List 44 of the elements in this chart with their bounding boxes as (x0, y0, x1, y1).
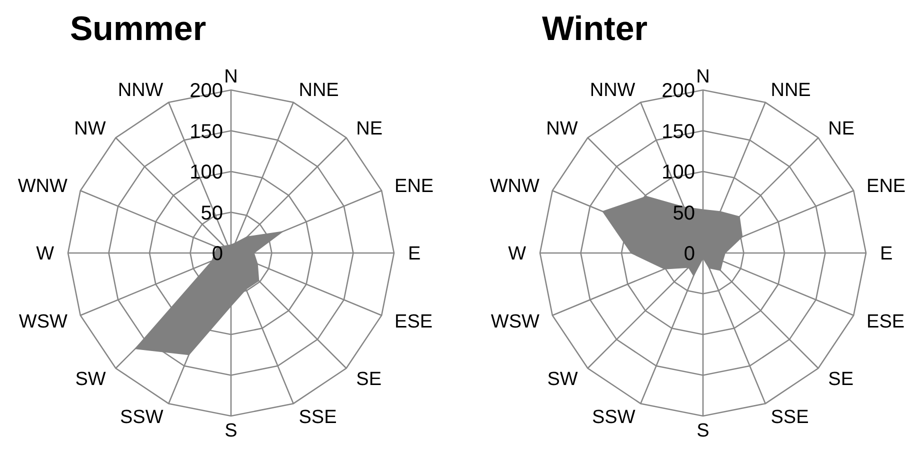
spoke-label: ESE (394, 311, 433, 332)
spoke-label: SW (75, 368, 106, 390)
spoke-label: SE (828, 368, 854, 390)
spoke-label: NNW (590, 80, 636, 102)
spoke-label: S (696, 420, 710, 442)
y-tick-label: 0 (212, 243, 223, 265)
y-tick-label: 200 (662, 80, 695, 102)
y-tick-label: 0 (684, 243, 695, 265)
spoke-label: NE (828, 118, 855, 140)
spoke-label: E (880, 244, 893, 265)
y-tick-label: 50 (672, 202, 695, 224)
spoke-label: SSE (770, 407, 809, 428)
spoke-label: N (696, 66, 710, 88)
spoke-label: ENE (394, 176, 434, 197)
spoke-label: WNW (490, 176, 540, 197)
y-tick-label: 150 (662, 120, 695, 143)
spoke-label: SW (547, 368, 578, 390)
spoke-label: NE (356, 118, 383, 140)
spoke-label: SSW (120, 407, 164, 428)
chart-title: Summer (70, 10, 206, 48)
spoke-label: NW (74, 118, 106, 140)
spoke-label: N (224, 66, 238, 88)
y-tick-label: 100 (662, 162, 695, 184)
spoke-label: WSW (490, 311, 540, 332)
y-tick-label: 100 (190, 162, 223, 184)
spoke-label: ESE (866, 311, 905, 332)
spoke-label: SSE (298, 407, 337, 428)
spoke-label: ENE (866, 176, 906, 197)
spoke-label: SE (356, 368, 382, 390)
chart-title: Winter (542, 10, 648, 48)
spoke-label: E (408, 244, 421, 265)
spoke-label: NW (546, 118, 578, 140)
spoke-label: S (224, 420, 238, 442)
y-tick-label: 200 (190, 80, 223, 102)
spoke-label: W (36, 244, 54, 265)
spoke-label: WNW (18, 176, 68, 197)
spoke-label: W (508, 244, 526, 265)
y-tick-label: 50 (200, 202, 223, 224)
spoke-label: WSW (18, 311, 68, 332)
spoke-label: NNE (770, 80, 811, 102)
spoke-label: SSW (592, 407, 636, 428)
y-tick-label: 150 (190, 120, 223, 143)
spoke-label: NNW (118, 80, 164, 102)
spoke-label: NNE (298, 80, 339, 102)
